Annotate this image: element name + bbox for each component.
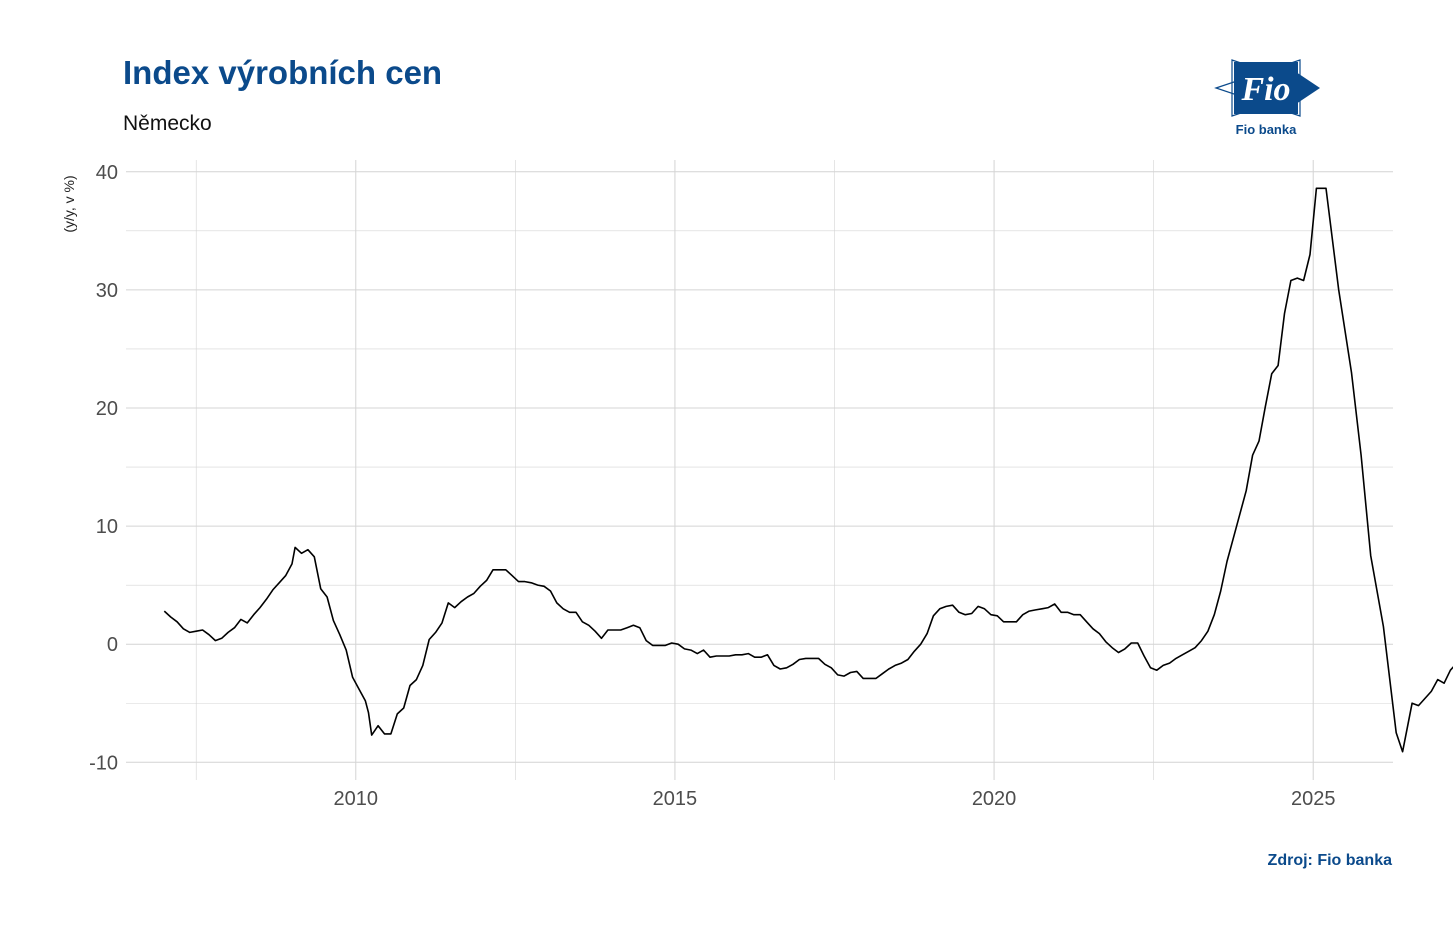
y-tick-label: 40 (96, 162, 118, 184)
series-line (163, 187, 1453, 753)
logo-brand-text: Fio banka (1235, 122, 1297, 137)
x-axis-tick-labels: 2010 2015 2020 2025 (334, 788, 1336, 810)
fio-banka-logo: Fio Fio banka (1208, 56, 1324, 138)
x-tick-label: 2025 (1291, 788, 1336, 810)
y-tick-label: -10 (89, 752, 118, 774)
x-tick-label: 2020 (972, 788, 1017, 810)
chart-title: Index výrobních cen (123, 54, 443, 91)
y-tick-label: 10 (96, 516, 118, 538)
major-gridlines (126, 160, 1393, 780)
y-axis-tick-labels: -10 0 10 20 30 40 (89, 162, 118, 774)
source-note: Zdroj: Fio banka (1267, 852, 1392, 869)
y-tick-label: 0 (107, 634, 118, 656)
chart-subtitle: Německo (123, 112, 212, 135)
fio-emblem-icon: Fio (1214, 59, 1320, 117)
minor-gridlines (126, 160, 1393, 780)
y-axis-label: (y/y, v %) (61, 175, 77, 232)
y-tick-label: 20 (96, 398, 118, 420)
y-tick-label: 30 (96, 280, 118, 302)
x-tick-label: 2015 (653, 788, 698, 810)
logo-emblem-text: Fio (1240, 71, 1290, 108)
x-tick-label: 2010 (334, 788, 379, 810)
